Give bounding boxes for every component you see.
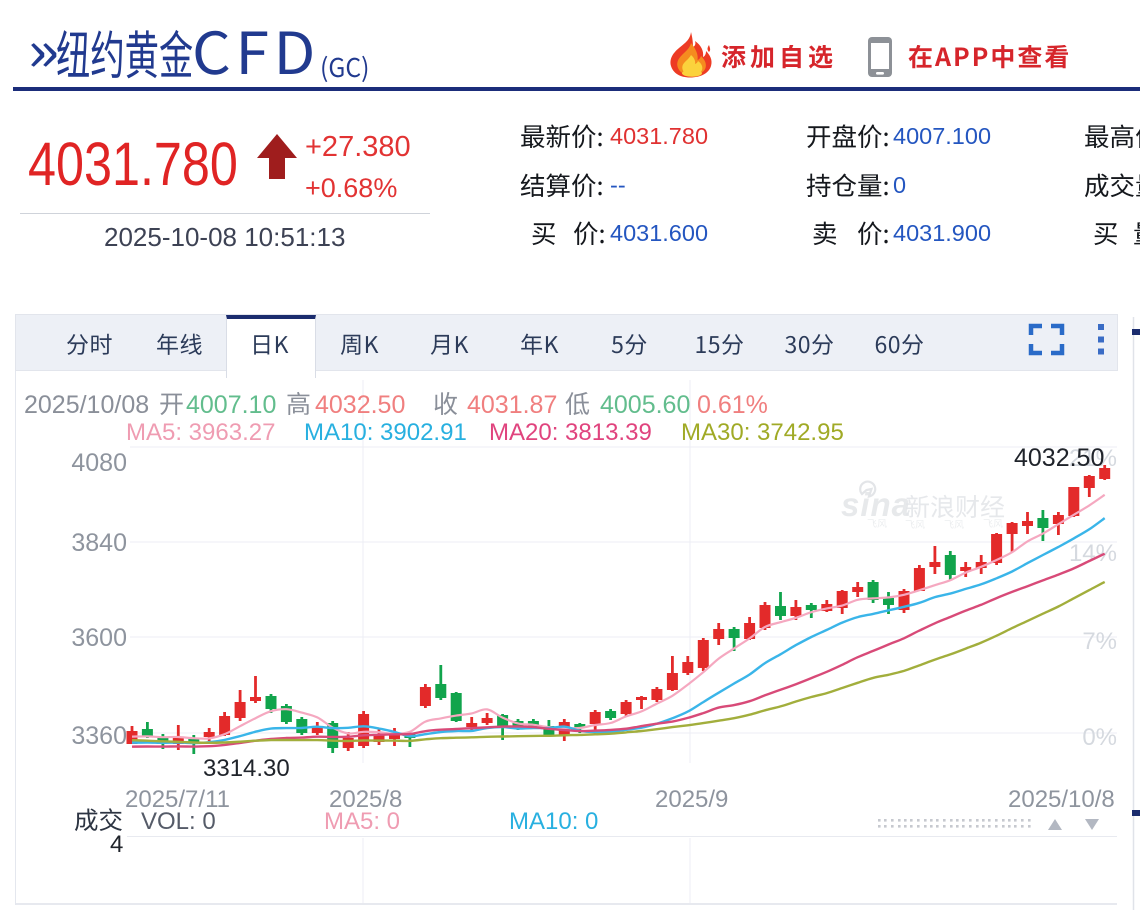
svg-text:14%: 14%: [1069, 540, 1117, 567]
svg-text:21%: 21%: [1069, 445, 1117, 472]
svg-text:7%: 7%: [1082, 628, 1117, 655]
svg-text:0.61%: 0.61%: [697, 391, 768, 419]
svg-text:4032.50: 4032.50: [1014, 444, 1104, 472]
svg-text:MA10: 3902.91: MA10: 3902.91: [304, 419, 467, 446]
svg-text:3840: 3840: [71, 529, 127, 557]
svg-text:0%: 0%: [1082, 724, 1117, 751]
svg-text:MA30: 3742.95: MA30: 3742.95: [681, 419, 844, 446]
svg-text:MA5: 0: MA5: 0: [324, 808, 400, 835]
svg-text:2025/7/11: 2025/7/11: [125, 786, 230, 813]
svg-text:4: 4: [110, 831, 123, 858]
svg-text:sina: sina: [841, 486, 911, 523]
svg-text:3314.30: 3314.30: [203, 755, 290, 782]
svg-text:MA20: 3813.39: MA20: 3813.39: [489, 419, 652, 446]
svg-text:2025/9: 2025/9: [655, 786, 728, 813]
svg-text:VOL: 0: VOL: 0: [141, 808, 216, 835]
svg-text:4005.60: 4005.60: [600, 391, 690, 419]
svg-text:2025/10/08: 2025/10/08: [24, 391, 149, 419]
svg-text:2025/8: 2025/8: [329, 786, 402, 813]
svg-text:4032.50: 4032.50: [315, 391, 405, 419]
svg-text:MA5: 3963.27: MA5: 3963.27: [126, 419, 275, 446]
svg-text:4080: 4080: [71, 449, 127, 477]
svg-text:MA10: 0: MA10: 0: [509, 808, 598, 835]
svg-text:3360: 3360: [71, 722, 127, 750]
svg-text:4007.10: 4007.10: [186, 391, 276, 419]
svg-text:2025/10/8: 2025/10/8: [1008, 786, 1115, 813]
svg-text:3600: 3600: [71, 624, 127, 652]
svg-text:4031.87: 4031.87: [467, 391, 557, 419]
